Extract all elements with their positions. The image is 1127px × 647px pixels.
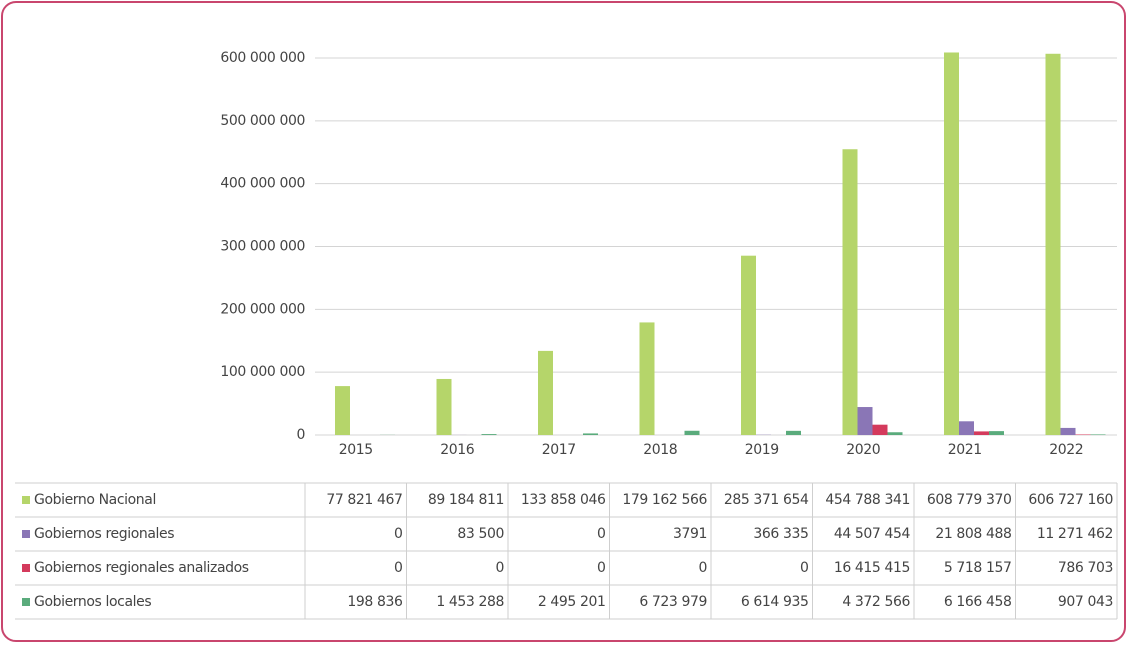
bar [974,431,989,435]
table-cell: 0 [698,560,707,576]
y-tick-label: 500 000 000 [220,113,305,129]
table-cell: 21 808 488 [935,526,1011,542]
bar [786,431,801,435]
table-cell: 5 718 157 [944,560,1012,576]
table-cell: 366 335 [753,526,808,542]
x-tick-label: 2020 [846,442,880,458]
bar [583,433,598,435]
table-cell: 198 836 [347,594,403,610]
legend-swatch [22,564,30,572]
table-cell: 1 453 288 [436,594,504,610]
legend-swatch [22,598,30,606]
table-cell: 907 043 [1058,594,1113,610]
table-cell: 0 [495,560,504,576]
legend-label: Gobierno Nacional [34,492,156,508]
bar [538,351,553,435]
x-tick-label: 2021 [948,442,982,458]
bar [1046,54,1061,435]
bar [888,432,903,435]
legend-label: Gobiernos regionales analizados [34,560,249,576]
x-tick-label: 2017 [542,442,576,458]
table-cell: 2 495 201 [538,594,606,610]
bar [873,425,888,435]
table-cell: 608 779 370 [927,492,1012,508]
table-cell: 0 [597,560,606,576]
table-cell: 11 271 462 [1037,526,1113,542]
y-tick-label: 400 000 000 [220,176,305,192]
table-cell: 83 500 [457,526,504,542]
table-cell: 6 614 935 [741,594,809,610]
legend-label: Gobiernos regionales [34,526,174,542]
bar [1061,428,1076,435]
bar [944,52,959,435]
y-tick-label: 100 000 000 [220,364,305,380]
table-cell: 0 [597,526,606,542]
bar [858,407,873,435]
table-cell: 786 703 [1058,560,1113,576]
bar [959,421,974,435]
y-tick-label: 600 000 000 [220,50,305,66]
y-tick-label: 300 000 000 [220,239,305,255]
table-cell: 179 162 566 [622,492,707,508]
table-cell: 4 372 566 [842,594,910,610]
bar [1091,434,1106,435]
table-cell: 6 166 458 [944,594,1012,610]
x-tick-label: 2016 [440,442,475,458]
x-tick-label: 2015 [339,442,373,458]
table-cell: 6 723 979 [639,594,707,610]
y-tick-label: 0 [296,427,305,443]
legend-swatch [22,496,30,504]
table-cell: 133 858 046 [521,492,606,508]
table-cell: 285 371 654 [724,492,809,508]
x-tick-label: 2022 [1049,442,1083,458]
bar [843,149,858,435]
legend-swatch [22,530,30,538]
bar [741,256,756,435]
table-cell: 3791 [673,526,707,542]
bar [685,431,700,435]
table-cell: 44 507 454 [834,526,911,542]
table-cell: 16 415 415 [834,560,910,576]
bar [482,434,497,435]
table-cell: 77 821 467 [326,492,402,508]
bar [437,379,452,435]
table-cell: 0 [394,560,403,576]
table-cell: 0 [800,560,809,576]
y-tick-label: 200 000 000 [220,301,305,317]
bar [989,431,1004,435]
x-tick-label: 2018 [643,442,677,458]
legend-label: Gobiernos locales [34,594,151,610]
table-cell: 0 [394,526,403,542]
table-cell: 454 788 341 [825,492,910,508]
table-cell: 606 727 160 [1028,492,1113,508]
table-cell: 89 184 811 [428,492,504,508]
x-tick-label: 2019 [745,442,779,458]
bar [640,322,655,435]
bar [335,386,350,435]
